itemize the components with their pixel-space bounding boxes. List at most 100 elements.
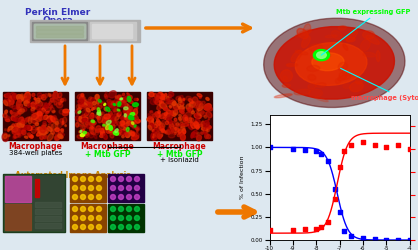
- Ellipse shape: [153, 94, 158, 98]
- Ellipse shape: [18, 113, 20, 114]
- Circle shape: [127, 216, 132, 220]
- Ellipse shape: [32, 126, 35, 128]
- Ellipse shape: [123, 104, 125, 107]
- Ellipse shape: [20, 98, 23, 100]
- Circle shape: [89, 206, 94, 212]
- Ellipse shape: [168, 127, 171, 134]
- Ellipse shape: [82, 132, 83, 134]
- Ellipse shape: [156, 95, 159, 100]
- Ellipse shape: [204, 116, 207, 118]
- Ellipse shape: [179, 122, 183, 125]
- Ellipse shape: [197, 124, 203, 127]
- Ellipse shape: [197, 112, 201, 116]
- Ellipse shape: [38, 127, 43, 134]
- Ellipse shape: [58, 136, 61, 138]
- Ellipse shape: [82, 126, 85, 129]
- Ellipse shape: [37, 111, 43, 116]
- Ellipse shape: [118, 130, 122, 133]
- Ellipse shape: [175, 132, 176, 134]
- Ellipse shape: [97, 116, 99, 118]
- Ellipse shape: [111, 101, 116, 105]
- Ellipse shape: [109, 91, 116, 98]
- Ellipse shape: [77, 135, 82, 138]
- Ellipse shape: [338, 26, 347, 30]
- Ellipse shape: [158, 110, 161, 114]
- Ellipse shape: [20, 94, 23, 97]
- Bar: [90, 22, 136, 40]
- Ellipse shape: [134, 125, 136, 127]
- Ellipse shape: [355, 79, 362, 84]
- Point: [266, 228, 273, 232]
- Circle shape: [135, 194, 140, 200]
- Ellipse shape: [13, 118, 16, 121]
- Ellipse shape: [134, 98, 137, 100]
- Ellipse shape: [52, 100, 55, 102]
- Ellipse shape: [172, 102, 176, 105]
- Bar: [108, 174, 144, 202]
- Ellipse shape: [5, 100, 12, 106]
- Ellipse shape: [35, 123, 38, 126]
- Ellipse shape: [20, 96, 23, 102]
- Ellipse shape: [120, 117, 123, 119]
- Ellipse shape: [59, 103, 61, 105]
- Ellipse shape: [119, 112, 121, 114]
- Bar: [147, 92, 212, 140]
- Ellipse shape: [112, 104, 115, 107]
- Ellipse shape: [346, 30, 357, 42]
- Ellipse shape: [117, 96, 120, 100]
- Ellipse shape: [106, 126, 112, 133]
- Circle shape: [81, 194, 86, 200]
- Ellipse shape: [82, 110, 86, 116]
- Ellipse shape: [51, 107, 55, 113]
- Ellipse shape: [180, 100, 183, 102]
- Ellipse shape: [115, 96, 118, 99]
- Point: [290, 228, 296, 232]
- Ellipse shape: [155, 100, 161, 105]
- Ellipse shape: [54, 97, 56, 100]
- Circle shape: [135, 224, 140, 230]
- Ellipse shape: [35, 98, 40, 103]
- Bar: [30, 20, 140, 42]
- Ellipse shape: [196, 119, 200, 123]
- Ellipse shape: [173, 104, 179, 110]
- Ellipse shape: [112, 117, 116, 120]
- Ellipse shape: [27, 119, 29, 122]
- Ellipse shape: [18, 124, 21, 127]
- Ellipse shape: [61, 132, 63, 134]
- Ellipse shape: [188, 124, 193, 130]
- Ellipse shape: [34, 98, 36, 100]
- Ellipse shape: [316, 83, 326, 87]
- Ellipse shape: [44, 94, 48, 98]
- Ellipse shape: [122, 117, 127, 125]
- Ellipse shape: [175, 128, 176, 130]
- Ellipse shape: [104, 115, 109, 121]
- Ellipse shape: [31, 114, 34, 116]
- Ellipse shape: [25, 136, 28, 138]
- Ellipse shape: [23, 96, 28, 100]
- Ellipse shape: [13, 108, 19, 115]
- Ellipse shape: [159, 114, 165, 118]
- Circle shape: [81, 176, 86, 182]
- Ellipse shape: [99, 101, 102, 104]
- Ellipse shape: [6, 116, 10, 119]
- Text: Macrophage: Macrophage: [153, 142, 206, 151]
- Ellipse shape: [12, 124, 15, 128]
- Bar: [32, 22, 87, 40]
- Bar: [35, 216, 61, 221]
- Ellipse shape: [11, 113, 18, 116]
- Ellipse shape: [33, 115, 36, 119]
- Ellipse shape: [154, 131, 159, 137]
- Circle shape: [127, 176, 132, 182]
- Ellipse shape: [14, 136, 16, 138]
- Ellipse shape: [127, 96, 131, 102]
- Ellipse shape: [53, 94, 56, 97]
- Ellipse shape: [121, 116, 124, 119]
- Ellipse shape: [106, 96, 108, 98]
- Ellipse shape: [12, 129, 18, 134]
- Ellipse shape: [87, 120, 91, 122]
- Ellipse shape: [30, 119, 38, 124]
- Circle shape: [135, 186, 140, 190]
- Ellipse shape: [56, 102, 63, 108]
- Ellipse shape: [192, 97, 198, 104]
- Point: [383, 238, 390, 242]
